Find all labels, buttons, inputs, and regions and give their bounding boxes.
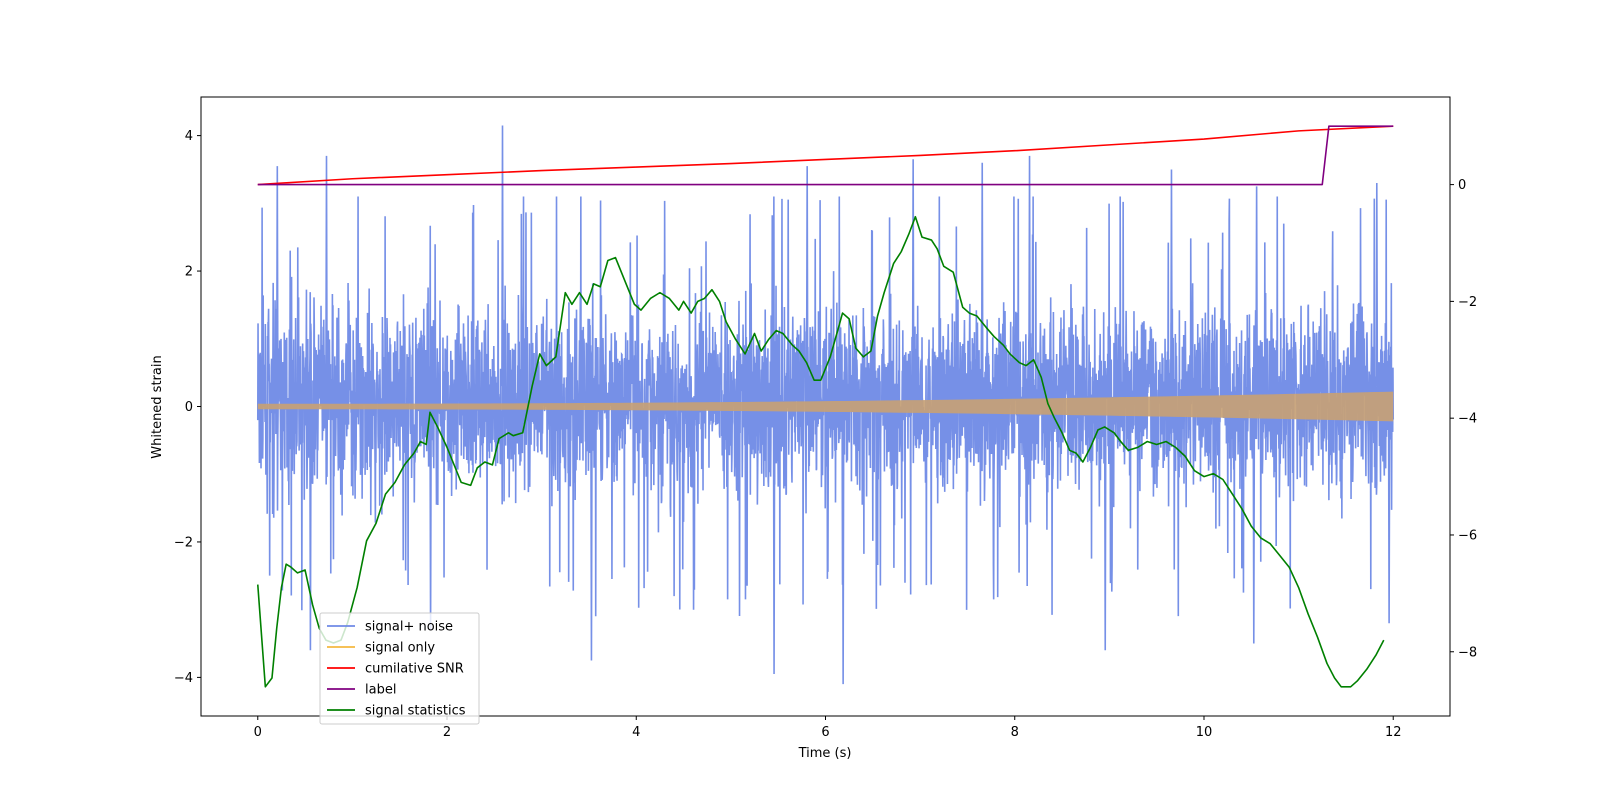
axis-layer: 0 2 4 6 8 10 12 −4 −2 0 2 4 −8 −6 −4 −2 0 — [174, 129, 1477, 740]
series-label — [257, 125, 1394, 186]
legend-label: cumilative SNR — [365, 662, 464, 677]
y-tick-label: −4 — [174, 671, 193, 686]
y-tick-label: −2 — [174, 535, 193, 550]
legend: signal+ noise signal only cumilative SNR la… — [319, 612, 480, 725]
legend-label: signal statistics — [365, 704, 466, 719]
y-axis-label: Whitened strain — [150, 355, 165, 458]
legend-box — [319, 612, 480, 725]
series-signal-statistics — [256, 215, 1385, 688]
legend-label: signal only — [365, 641, 435, 656]
y-tick-label: 2 — [185, 265, 193, 280]
y2-tick-label: −8 — [1458, 645, 1477, 660]
x-tick-label: 0 — [254, 725, 262, 740]
x-tick-label: 4 — [632, 725, 640, 740]
y-tick-label: 0 — [185, 400, 193, 415]
x-tick-label: 8 — [1011, 725, 1019, 740]
x-tick-label: 2 — [443, 725, 451, 740]
y2-tick-label: −4 — [1458, 412, 1477, 427]
series-cumilative-snr — [257, 125, 1394, 186]
x-tick-label: 6 — [821, 725, 829, 740]
legend-label: label — [365, 683, 396, 698]
legend-label: signal+ noise — [365, 620, 453, 635]
y2-tick-label: 0 — [1458, 178, 1466, 193]
y2-tick-label: −6 — [1458, 528, 1477, 543]
x-axis-label: Time (s) — [798, 746, 852, 761]
series-signal-only — [257, 391, 1394, 422]
y-tick-label: 4 — [185, 129, 193, 144]
y2-tick-label: −2 — [1458, 295, 1477, 310]
x-tick-label: 10 — [1196, 725, 1213, 740]
x-tick-label: 12 — [1385, 725, 1402, 740]
